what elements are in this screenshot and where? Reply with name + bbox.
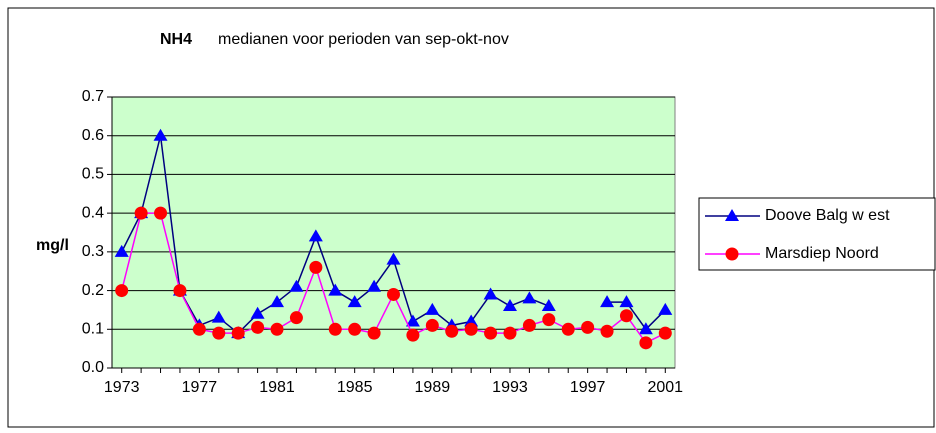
marker (725, 209, 739, 221)
marker (581, 320, 595, 334)
marker (639, 336, 653, 350)
marker (464, 322, 478, 336)
marker (367, 326, 381, 340)
marker (212, 326, 226, 340)
marker (192, 322, 206, 336)
marker (115, 284, 129, 298)
marker (270, 322, 284, 336)
chart-subtitle: medianen voor perioden van sep-okt-nov (218, 31, 509, 48)
marker (328, 283, 343, 296)
marker (114, 244, 129, 257)
marker (251, 320, 265, 334)
marker (658, 326, 672, 340)
y-axis-label: mg/l (36, 237, 69, 254)
marker (348, 322, 362, 336)
marker (308, 229, 323, 242)
y-tick-label: 0.1 (82, 321, 104, 338)
x-tick-label: 2001 (647, 379, 683, 396)
x-tick-label: 1973 (104, 379, 140, 396)
x-tick-label: 1989 (415, 379, 451, 396)
marker (561, 322, 575, 336)
marker (328, 322, 342, 336)
x-tick-label: 1977 (182, 379, 218, 396)
x-tick-label: 1993 (492, 379, 528, 396)
marker (347, 295, 362, 308)
marker (658, 302, 673, 315)
x-tick-label: 1985 (337, 379, 373, 396)
marker (250, 306, 265, 319)
marker (522, 318, 536, 332)
marker (600, 295, 615, 308)
marker (502, 299, 517, 312)
marker (619, 309, 633, 323)
marker (483, 287, 498, 300)
marker (464, 314, 479, 327)
marker (406, 328, 420, 342)
legend-box (698, 197, 936, 271)
x-tick-label: 1997 (570, 379, 606, 396)
marker (134, 206, 148, 220)
y-tick-label: 0.5 (82, 166, 104, 183)
marker (638, 322, 653, 335)
marker (542, 313, 556, 327)
marker (270, 295, 285, 308)
y-tick-label: 0.7 (82, 88, 104, 105)
y-tick-label: 0.2 (82, 282, 104, 299)
marker (425, 302, 440, 315)
x-tick-label: 1981 (259, 379, 295, 396)
marker (484, 326, 498, 340)
marker (231, 326, 245, 340)
marker (445, 324, 459, 338)
marker (173, 284, 187, 298)
marker (725, 247, 739, 261)
marker (153, 128, 168, 141)
marker (425, 318, 439, 332)
marker (309, 260, 323, 274)
legend-label: Doove Balg w est (765, 207, 890, 224)
legend-label: Marsdiep Noord (765, 245, 879, 262)
marker (600, 324, 614, 338)
marker (289, 311, 303, 325)
marker (367, 279, 382, 292)
marker (405, 314, 420, 327)
marker (386, 252, 401, 265)
y-tick-label: 0.4 (82, 204, 104, 221)
marker (154, 206, 168, 220)
y-tick-label: 0.3 (82, 243, 104, 260)
marker (541, 299, 556, 312)
marker (387, 287, 400, 301)
marker (289, 279, 304, 292)
marker (522, 291, 537, 304)
chart-title: NH4 (160, 31, 192, 48)
marker (503, 326, 517, 340)
y-tick-label: 0.0 (82, 359, 104, 376)
marker (211, 310, 226, 323)
y-tick-label: 0.6 (82, 127, 104, 144)
marker (619, 295, 634, 308)
